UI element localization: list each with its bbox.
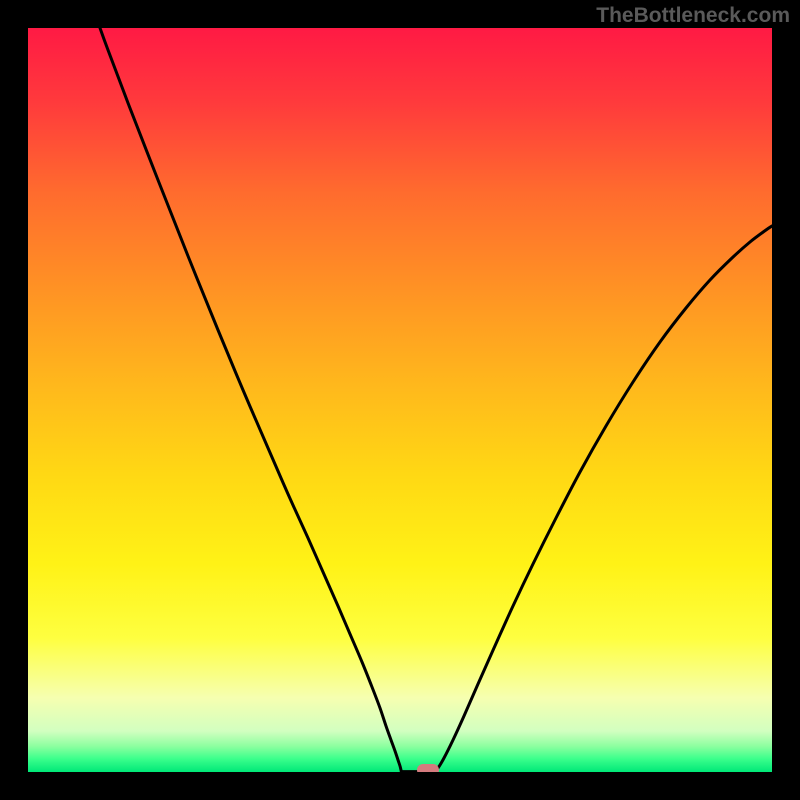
optimum-marker — [417, 764, 439, 772]
bottleneck-curve — [28, 28, 772, 772]
plot-area — [28, 28, 772, 772]
watermark-text: TheBottleneck.com — [596, 4, 790, 28]
bottleneck-chart: TheBottleneck.com — [0, 0, 800, 800]
